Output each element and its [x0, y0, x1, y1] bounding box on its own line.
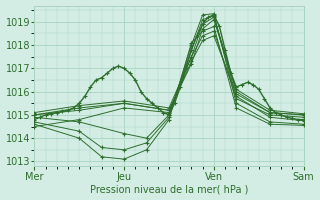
X-axis label: Pression niveau de la mer( hPa ): Pression niveau de la mer( hPa )	[90, 184, 248, 194]
